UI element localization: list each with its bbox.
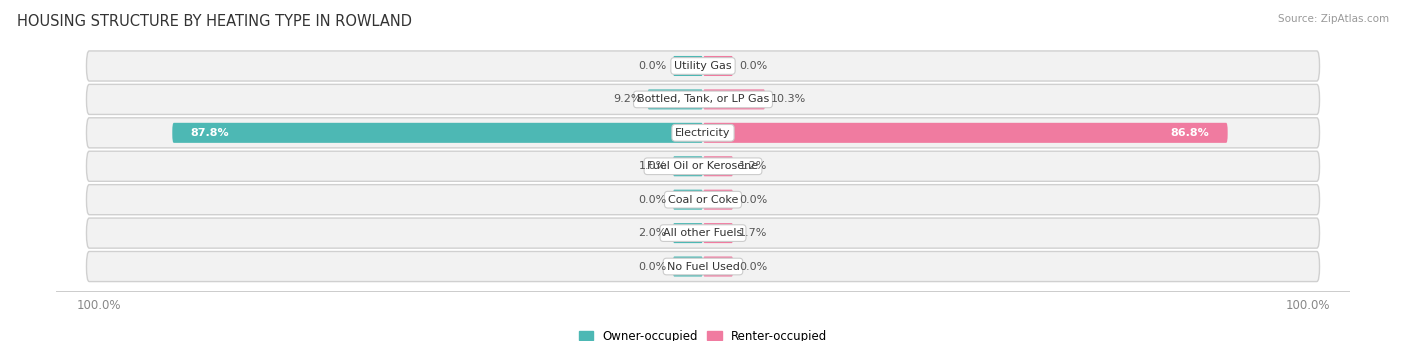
Text: Source: ZipAtlas.com: Source: ZipAtlas.com	[1278, 14, 1389, 24]
FancyBboxPatch shape	[86, 151, 1320, 181]
FancyBboxPatch shape	[86, 218, 1320, 248]
FancyBboxPatch shape	[703, 223, 733, 243]
FancyBboxPatch shape	[703, 190, 733, 210]
FancyBboxPatch shape	[673, 56, 703, 76]
FancyBboxPatch shape	[647, 89, 703, 109]
Text: Electricity: Electricity	[675, 128, 731, 138]
FancyBboxPatch shape	[173, 123, 703, 143]
FancyBboxPatch shape	[86, 184, 1320, 215]
FancyBboxPatch shape	[703, 123, 1227, 143]
Text: 0.0%: 0.0%	[740, 195, 768, 205]
Text: 10.3%: 10.3%	[772, 94, 807, 104]
FancyBboxPatch shape	[703, 89, 765, 109]
Text: 0.0%: 0.0%	[740, 262, 768, 271]
FancyBboxPatch shape	[673, 190, 703, 210]
Text: 0.0%: 0.0%	[740, 61, 768, 71]
FancyBboxPatch shape	[703, 256, 733, 277]
Text: Utility Gas: Utility Gas	[675, 61, 731, 71]
Text: 0.0%: 0.0%	[638, 61, 666, 71]
Text: 0.0%: 0.0%	[638, 195, 666, 205]
Text: Bottled, Tank, or LP Gas: Bottled, Tank, or LP Gas	[637, 94, 769, 104]
FancyBboxPatch shape	[86, 251, 1320, 282]
Text: All other Fuels: All other Fuels	[664, 228, 742, 238]
Text: HOUSING STRUCTURE BY HEATING TYPE IN ROWLAND: HOUSING STRUCTURE BY HEATING TYPE IN ROW…	[17, 14, 412, 29]
FancyBboxPatch shape	[703, 56, 733, 76]
FancyBboxPatch shape	[86, 118, 1320, 148]
FancyBboxPatch shape	[673, 256, 703, 277]
FancyBboxPatch shape	[86, 51, 1320, 81]
Text: 0.0%: 0.0%	[638, 262, 666, 271]
Text: No Fuel Used: No Fuel Used	[666, 262, 740, 271]
Text: 1.2%: 1.2%	[740, 161, 768, 171]
Text: 1.0%: 1.0%	[638, 161, 666, 171]
Text: 2.0%: 2.0%	[638, 228, 666, 238]
Text: Coal or Coke: Coal or Coke	[668, 195, 738, 205]
FancyBboxPatch shape	[703, 156, 733, 176]
Text: Fuel Oil or Kerosene: Fuel Oil or Kerosene	[647, 161, 759, 171]
Legend: Owner-occupied, Renter-occupied: Owner-occupied, Renter-occupied	[579, 330, 827, 341]
Text: 86.8%: 86.8%	[1171, 128, 1209, 138]
FancyBboxPatch shape	[673, 156, 703, 176]
Text: 9.2%: 9.2%	[613, 94, 641, 104]
FancyBboxPatch shape	[673, 223, 703, 243]
Text: 87.8%: 87.8%	[190, 128, 229, 138]
FancyBboxPatch shape	[86, 84, 1320, 115]
Text: 1.7%: 1.7%	[740, 228, 768, 238]
